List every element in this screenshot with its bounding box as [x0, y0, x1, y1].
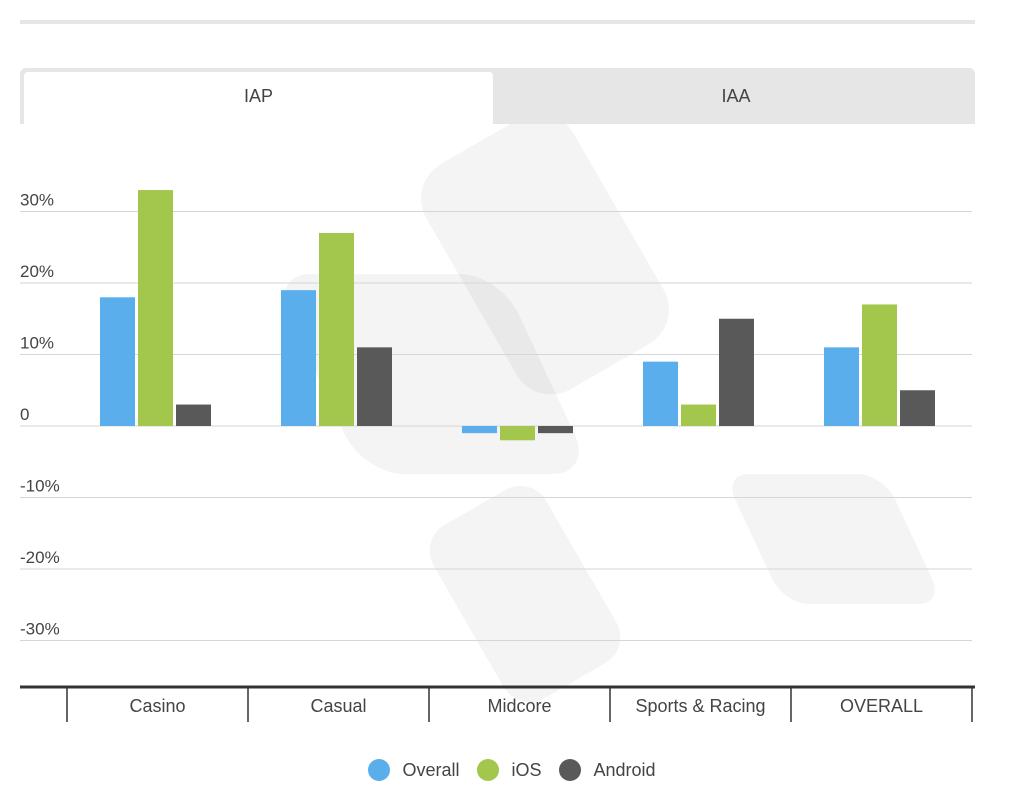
bar-ios-4 [862, 304, 897, 426]
legend-item-ios[interactable]: iOS [477, 759, 541, 781]
y-tick-label: 30% [20, 191, 54, 210]
y-tick-label: 10% [20, 334, 54, 353]
x-tick-label: Sports & Racing [635, 696, 765, 716]
bar-overall-3 [643, 361, 678, 426]
bar-chart: 30% 20% 10% 0 -10% -20% -30% Casino Casual Midco… [20, 124, 975, 722]
y-tick-label: -10% [20, 477, 60, 496]
tab-iaa[interactable]: IAA [721, 86, 751, 106]
x-tick-label: Casual [310, 696, 366, 716]
y-tick-label: 0 [20, 405, 29, 424]
bar-overall-0 [100, 297, 135, 426]
bar-overall-1 [281, 290, 316, 426]
x-tick-label: OVERALL [840, 696, 923, 716]
bar-android-1 [357, 347, 392, 426]
tab-bar: IAP IAA [20, 68, 975, 124]
legend-label-overall: Overall [402, 759, 460, 780]
bar-ios-1 [319, 232, 354, 426]
legend-item-android[interactable]: Android [559, 759, 656, 781]
bar-android-4 [900, 390, 935, 426]
legend-item-overall[interactable]: Overall [368, 759, 459, 781]
x-tick-label: Midcore [487, 696, 551, 716]
y-tick-label: -20% [20, 548, 60, 567]
bar-android-0 [176, 404, 211, 426]
chart-legend: Overall iOS Android [0, 756, 1024, 784]
bar-ios-3 [681, 404, 716, 426]
legend-swatch-ios [477, 759, 500, 781]
legend-label-android: Android [593, 759, 656, 780]
x-tick-label: Casino [129, 696, 185, 716]
top-divider [20, 20, 975, 24]
bar-ios-2 [500, 426, 535, 441]
y-tick-label: 20% [20, 262, 54, 281]
tab-iap[interactable]: IAP [24, 72, 493, 124]
bar-android-2 [538, 426, 573, 434]
bar-android-3 [719, 318, 754, 426]
bar-overall-4 [824, 347, 859, 426]
legend-swatch-overall [368, 759, 391, 781]
bar-ios-0 [138, 190, 173, 426]
legend-swatch-android [559, 759, 582, 781]
y-tick-label: -30% [20, 620, 60, 639]
bar-overall-2 [462, 426, 497, 434]
legend-label-ios: iOS [511, 759, 542, 780]
